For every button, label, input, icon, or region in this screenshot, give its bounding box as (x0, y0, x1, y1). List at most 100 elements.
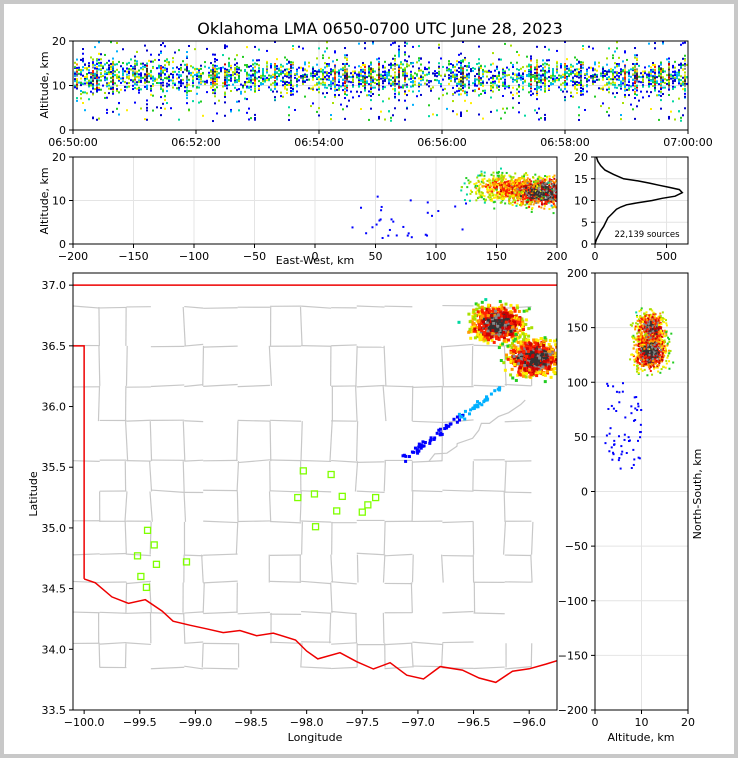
source-point (308, 65, 310, 68)
source-point (144, 73, 146, 76)
source-point (608, 88, 610, 91)
source-point (684, 107, 686, 110)
source-point (428, 72, 430, 75)
source-point (624, 65, 626, 68)
source-point (194, 73, 196, 76)
source-point (536, 85, 538, 88)
source-point (416, 61, 418, 64)
y-tick-label: 0 (59, 124, 66, 137)
source-point (74, 80, 76, 83)
source-point (460, 189, 463, 192)
source-point (527, 186, 530, 189)
source-point (114, 63, 116, 66)
source-point (226, 79, 228, 82)
source-point (612, 76, 614, 79)
source-point (460, 66, 462, 69)
source-point (508, 84, 510, 87)
source-point (656, 94, 658, 97)
source-point (110, 72, 112, 75)
source-point (174, 51, 176, 54)
source-point (388, 97, 390, 100)
source-point (538, 74, 540, 77)
source-point (160, 82, 162, 85)
source-point (458, 78, 460, 81)
source-point (563, 195, 565, 197)
source-point (557, 183, 559, 185)
source-point (511, 186, 514, 189)
source-point (676, 75, 678, 78)
source-point (569, 196, 571, 198)
source-point (96, 77, 98, 80)
source-point (376, 74, 378, 77)
source-point (202, 72, 204, 75)
source-point (654, 86, 656, 89)
source-point (580, 190, 582, 192)
source-point (628, 87, 630, 90)
source-point (334, 77, 336, 80)
source-point (240, 92, 242, 95)
source-point (527, 200, 530, 203)
source-point (336, 58, 338, 61)
source-point (518, 204, 521, 207)
source-point (166, 77, 168, 80)
source-point (684, 84, 686, 87)
source-point (254, 73, 256, 76)
source-point (567, 181, 569, 183)
source-point (438, 73, 440, 76)
source-point (553, 193, 556, 196)
source-point (142, 76, 144, 79)
source-point (312, 87, 314, 90)
source-point (676, 73, 678, 76)
source-point (316, 73, 318, 76)
source-point (574, 56, 576, 59)
source-point (346, 57, 348, 60)
source-point (92, 117, 94, 120)
source-point (580, 80, 582, 83)
source-point (384, 66, 386, 69)
source-point (494, 80, 496, 83)
source-point (569, 198, 571, 200)
source-point (96, 70, 98, 73)
source-point (422, 72, 424, 75)
source-point (394, 67, 396, 70)
source-point (640, 72, 642, 75)
source-point (364, 72, 366, 75)
source-point (216, 73, 218, 76)
source-point (672, 82, 674, 85)
source-point (132, 88, 134, 91)
source-point (350, 90, 352, 93)
source-point (418, 69, 420, 72)
source-point (324, 83, 326, 86)
source-point (565, 182, 567, 184)
source-point (482, 182, 485, 185)
source-point (660, 107, 662, 110)
source-point (523, 179, 526, 182)
source-point (116, 41, 118, 44)
source-point (298, 66, 300, 69)
source-point (492, 84, 494, 87)
source-point (522, 77, 524, 80)
source-point (340, 68, 342, 71)
source-point (88, 64, 90, 67)
source-point (660, 86, 662, 89)
source-point (654, 76, 656, 79)
source-point (288, 68, 290, 71)
source-point (500, 58, 502, 61)
source-point (476, 72, 478, 75)
source-point (530, 65, 532, 68)
source-point (668, 115, 670, 118)
source-point (564, 41, 566, 43)
source-point (544, 72, 546, 75)
source-point (490, 188, 493, 191)
source-point (559, 186, 561, 188)
source-point (602, 89, 604, 92)
source-point (538, 107, 540, 110)
source-point (262, 68, 264, 71)
source-point (432, 113, 434, 116)
source-point (120, 77, 122, 80)
source-point (493, 184, 496, 187)
source-point (382, 64, 384, 67)
source-point (168, 79, 170, 82)
source-point (312, 74, 314, 77)
source-point (92, 63, 94, 66)
